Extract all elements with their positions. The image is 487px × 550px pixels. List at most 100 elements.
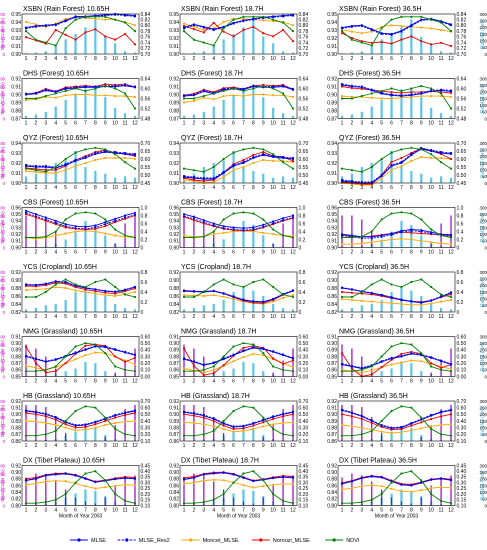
moncet-mlse-line-point (281, 421, 285, 425)
month-tick-label: 4 (370, 314, 373, 320)
snow-tick-label: 100 (0, 141, 6, 146)
ndvi-line-point (232, 409, 235, 413)
ndvi-line-point (94, 343, 97, 346)
mlse-tick-label: 0.92 (169, 36, 179, 42)
snow-cover-bar (341, 344, 343, 377)
norouzi-mlse-line-point (281, 28, 285, 32)
ndvi-tick-label: 0.60 (299, 157, 309, 163)
ndvi-line-point (123, 161, 127, 164)
snow-tick-label: 0 (3, 374, 6, 379)
ndvi-tick-label: 0.40 (457, 419, 467, 425)
rainfall-bar (360, 111, 363, 119)
snow-cover-axis-label: Snow Cover (%) (0, 211, 5, 244)
panel-title: XSBN (Rain Forest) 36.5H (339, 6, 421, 13)
panel-site-label: CBS (Forest) (23, 200, 64, 207)
mlse-line-point (380, 424, 383, 427)
mlse-line-point (449, 23, 453, 26)
norouzi-mlse-line-point (430, 362, 433, 365)
moncet-mlse-line-point (182, 178, 186, 182)
rainfall-bar (380, 39, 383, 54)
rainfall-bar (74, 292, 77, 312)
ndvi-line-point (430, 153, 433, 156)
legend-swatch-marker (77, 538, 81, 542)
snow-cover-bar (213, 417, 215, 441)
snow-cover-bar (341, 405, 343, 441)
month-tick-label: 12 (132, 56, 138, 62)
mlse-line-point (74, 424, 77, 427)
ndvi-line-point (272, 427, 275, 431)
ndvi-tick-label: 0 (141, 310, 144, 316)
month-tick-label: 10 (112, 508, 118, 514)
month-tick-label: 4 (54, 443, 57, 449)
ndvi-line (26, 85, 136, 109)
moncet-mlse-line-point (400, 96, 403, 99)
mlse-line-point (24, 164, 28, 168)
rainfall-tick-label: 0 (484, 181, 487, 186)
ndvi-line-point (390, 409, 393, 413)
rainfall-bar (340, 53, 344, 54)
moncet-mlse-line-point (24, 364, 28, 367)
mlse-tick-label: 0.80 (11, 503, 21, 509)
month-tick-label: 5 (380, 56, 383, 62)
month-tick-label: 3 (360, 121, 363, 127)
moncet-mlse-line-point (192, 421, 196, 425)
ndvi-tick-label: 0.25 (299, 486, 309, 492)
mlse-tick-label: 0.86 (11, 439, 21, 445)
mlse-res2-line-point (272, 222, 275, 225)
month-tick-label: 4 (212, 121, 215, 127)
rainfall-bar (360, 167, 363, 183)
moncet-mlse-line-point (400, 361, 403, 364)
ndvi-tick-label: 0.74 (299, 40, 309, 46)
month-tick-label: 1 (25, 443, 28, 449)
snow-cover-bar (262, 497, 264, 506)
moncet-mlse-line-point (232, 94, 235, 97)
plot-frame (179, 400, 298, 442)
snow-cover-bar (124, 477, 126, 506)
ndvi-line-point (74, 151, 77, 154)
snow-cover-bar (45, 356, 47, 377)
snow-cover-bar (45, 475, 47, 506)
plot-frame (179, 13, 298, 55)
ndvi-line-point (370, 498, 373, 501)
ndvi-line-point (64, 218, 67, 221)
rainfall-bar (281, 51, 285, 54)
moncet-mlse-line-point (133, 290, 137, 294)
ndvi-line-point (272, 365, 275, 368)
month-tick-label: 3 (202, 443, 205, 449)
norouzi-mlse-line-point (370, 421, 373, 425)
mlse-res2-line-point (114, 219, 117, 222)
norouzi-mlse-line-point (350, 36, 354, 40)
mlse-line-point (192, 412, 196, 415)
norouzi-mlse-line-point (252, 25, 255, 28)
ndvi-line-point (74, 481, 77, 484)
moncet-mlse-line-point (133, 484, 137, 487)
month-tick-label: 6 (390, 508, 393, 514)
snow-tick-label: 20 (0, 108, 5, 113)
mlse-line-point (24, 479, 28, 482)
rainfall-bar (94, 224, 97, 248)
ndvi-line-point (380, 27, 383, 30)
mlse-tick-label: 0.88 (169, 108, 179, 114)
month-tick-label: 2 (193, 379, 196, 385)
mlse-tick-label: 0.91 (11, 84, 21, 90)
month-tick-label: 3 (360, 508, 363, 514)
month-tick-label: 4 (54, 314, 57, 320)
plot-frame (21, 271, 140, 313)
panel-title: YCS (Cropland) 10.65H (23, 264, 97, 271)
mlse-tick-label: 0.90 (169, 181, 179, 187)
rainfall-bar (74, 368, 77, 377)
mlse-tick-label: 0.91 (327, 405, 337, 411)
moncet-mlse-line-point (212, 368, 215, 371)
mlse-line-point (291, 357, 295, 360)
rainfall-tick-label: 100 (479, 167, 487, 172)
month-tick-label: 11 (438, 443, 443, 449)
moncet-mlse-line-point (202, 294, 205, 298)
mlse-res2-line-point (74, 227, 77, 230)
ndvi-line-point (430, 427, 433, 431)
rainfall-bar (350, 173, 354, 183)
plot-frame (179, 336, 298, 377)
legend-swatch-marker (259, 538, 263, 542)
ndvi-line-point (94, 87, 97, 90)
mlse-line-point (94, 288, 97, 291)
moncet-mlse-line-point (380, 430, 383, 433)
